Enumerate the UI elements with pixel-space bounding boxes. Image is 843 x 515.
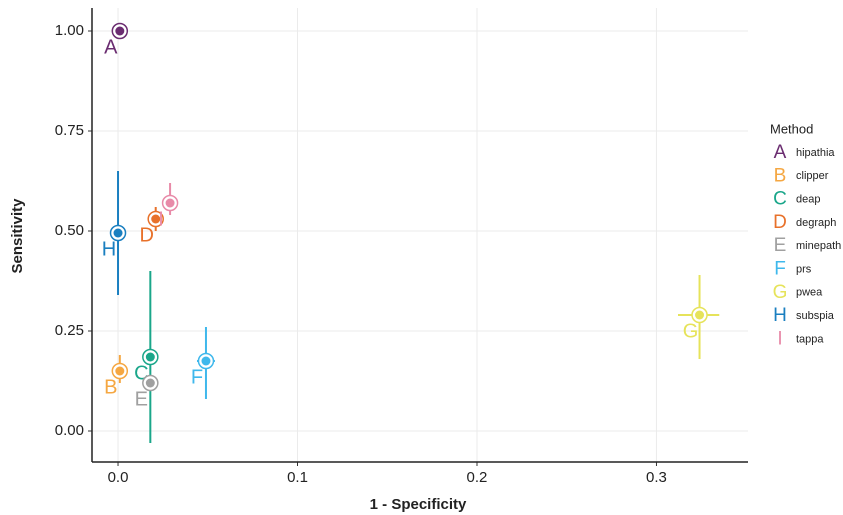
point — [145, 378, 155, 388]
legend-label: hipathia — [796, 147, 835, 159]
legend-key: B — [774, 165, 787, 186]
legend-key: D — [773, 212, 787, 233]
legend-key: C — [773, 189, 787, 210]
point-label: B — [104, 376, 117, 398]
x-axis-title: 1 - Specificity — [370, 496, 467, 513]
x-tick-label: 0.2 — [467, 469, 488, 486]
y-tick-label: 0.75 — [55, 122, 84, 139]
point — [165, 198, 175, 208]
point — [695, 310, 705, 320]
point-label: F — [191, 366, 203, 388]
legend-key: E — [774, 235, 787, 256]
y-tick-label: 1.00 — [55, 22, 84, 39]
point-label: E — [135, 388, 148, 410]
point — [113, 228, 123, 238]
point — [201, 356, 211, 366]
legend-key: G — [773, 282, 788, 303]
y-tick-label: 0.00 — [55, 422, 84, 439]
legend-label: pwea — [796, 287, 823, 299]
legend-label: minepath — [796, 240, 841, 252]
y-tick-label: 0.25 — [55, 322, 84, 339]
point-label: D — [139, 224, 153, 246]
legend-label: tappa — [796, 333, 824, 345]
point — [115, 26, 125, 36]
point — [145, 352, 155, 362]
legend-key: I — [777, 328, 782, 349]
legend-label: degraph — [796, 217, 836, 229]
legend-title: Method — [770, 121, 813, 136]
legend-key: H — [773, 305, 787, 326]
y-axis-title: Sensitivity — [9, 198, 26, 274]
legend-label: prs — [796, 263, 812, 275]
legend-label: subspia — [796, 310, 835, 322]
x-tick-label: 0.1 — [287, 469, 308, 486]
point-label: I — [158, 208, 164, 230]
point-label: A — [104, 36, 118, 58]
legend-label: deap — [796, 194, 820, 206]
legend-key: F — [774, 259, 786, 280]
x-tick-label: 0.3 — [646, 469, 667, 486]
legend-label: clipper — [796, 170, 829, 182]
x-tick-label: 0.0 — [108, 469, 129, 486]
point — [115, 366, 125, 376]
point-label: H — [102, 238, 116, 260]
point-label: G — [683, 320, 699, 342]
y-tick-label: 0.50 — [55, 222, 84, 239]
point — [151, 214, 161, 224]
legend-key: A — [774, 142, 787, 163]
